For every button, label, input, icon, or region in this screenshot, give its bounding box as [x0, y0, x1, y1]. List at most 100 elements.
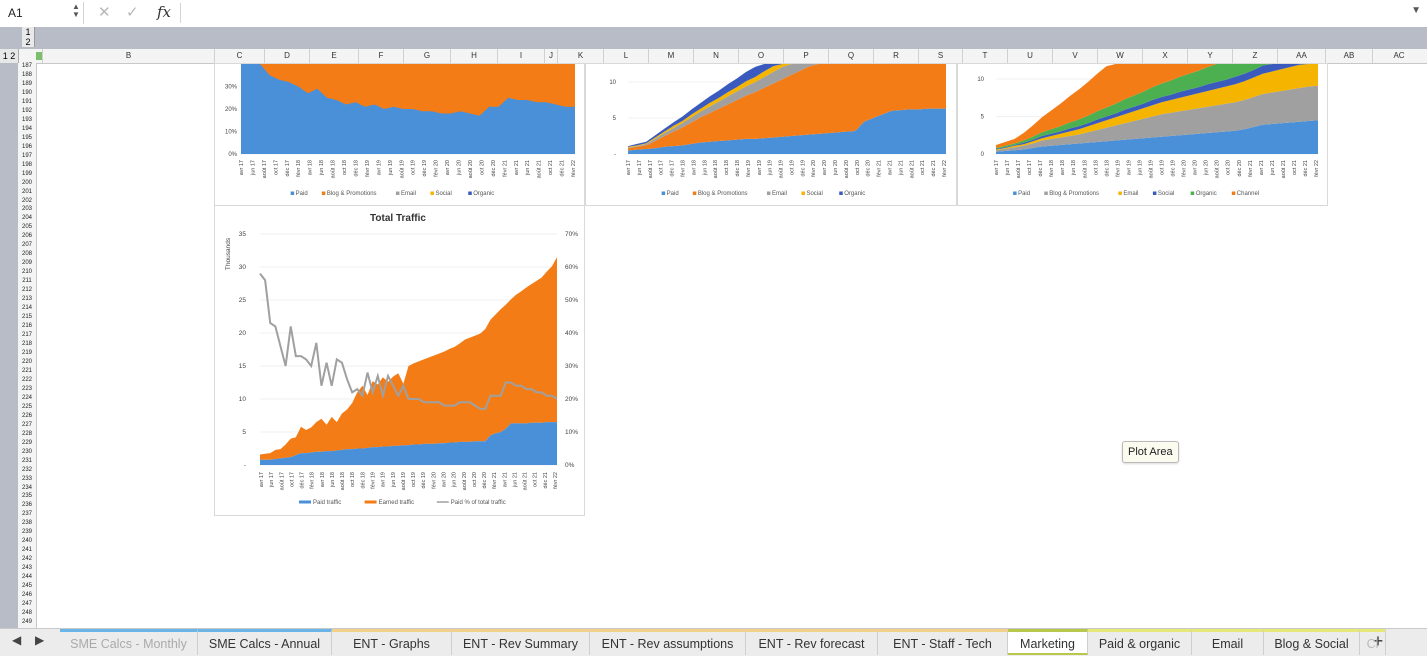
column-header-n[interactable]: N [693, 49, 738, 63]
column-header-j[interactable]: J [544, 49, 557, 63]
column-header-u[interactable]: U [1007, 49, 1052, 63]
row-header-209[interactable]: 209 [21, 260, 32, 267]
row-header-208[interactable]: 208 [21, 251, 32, 258]
check-icon[interactable]: ✓ [126, 4, 139, 21]
row-header-191[interactable]: 191 [21, 98, 32, 105]
sheet-tab-ent-rev-forecast[interactable]: ENT - Rev forecast [746, 629, 878, 655]
row-header-222[interactable]: 222 [21, 376, 32, 383]
column-header-d[interactable]: D [264, 49, 309, 63]
row-header-227[interactable]: 227 [21, 421, 32, 428]
row-header-188[interactable]: 188 [21, 71, 32, 78]
row-header-242[interactable]: 242 [21, 556, 32, 563]
column-header-ab[interactable]: AB [1325, 49, 1372, 63]
row-header-246[interactable]: 246 [21, 592, 32, 599]
row-header-228[interactable]: 228 [21, 430, 32, 437]
column-header-i[interactable]: I [497, 49, 544, 63]
sheet-tab-ent-rev-summary[interactable]: ENT - Rev Summary [452, 629, 590, 655]
outline-level-2[interactable]: 2 [25, 37, 31, 47]
chart-channel-share-svg[interactable]: 0% 10% 20% 30% avr 17 jun 17 août 17 oct 17 déc … [215, 30, 584, 205]
sheet-tab-ent-rev-assumptions[interactable]: ENT - Rev assumptions [590, 629, 746, 655]
chevron-down-icon[interactable]: ▼ [1411, 5, 1421, 16]
outline-level-buttons[interactable]: 1 2 [22, 27, 35, 47]
row-header-211[interactable]: 211 [22, 278, 32, 285]
previous-sheet-icon[interactable]: ◀ [12, 633, 22, 647]
column-header-b[interactable]: B [42, 49, 214, 63]
sheet-tab-sme-calcs-annual[interactable]: SME Calcs - Annual [198, 629, 332, 655]
chart-channel-mix[interactable]: 0 5 10 avr 17 jun 17 août 17 oct 17 déc 17 févr … [957, 63, 1328, 206]
row-header-243[interactable]: 243 [21, 565, 32, 572]
row-header-196[interactable]: 196 [21, 143, 32, 150]
row-header-224[interactable]: 224 [21, 394, 32, 401]
name-box-stepper-icon[interactable]: ▲ ▼ [72, 2, 80, 19]
row-header-240[interactable]: 240 [21, 538, 32, 545]
chart-channel-traffic[interactable]: - 5 10 avr 17 jun 17 août 17 oct 17 déc 17 févr … [585, 63, 957, 206]
sheet-tab-blog-social[interactable]: Blog & Social [1264, 629, 1360, 655]
column-header-l[interactable]: L [603, 49, 648, 63]
row-header-231[interactable]: 231 [21, 457, 32, 464]
column-header-x[interactable]: X [1142, 49, 1187, 63]
column-header-ac[interactable]: AC [1372, 49, 1425, 63]
sheet-tab-cl[interactable]: Cl [1360, 629, 1386, 655]
row-header-210[interactable]: 210 [21, 269, 32, 276]
row-header-235[interactable]: 235 [21, 493, 32, 500]
chart-total-traffic-svg[interactable]: Total Traffic Thousands - 5 10 15 20 25 30 35 0% 10… [215, 206, 584, 515]
row-header-193[interactable]: 193 [21, 116, 32, 123]
function-icon[interactable]: fx [157, 3, 172, 21]
row-header-187[interactable]: 187 [21, 63, 32, 69]
row-header-241[interactable]: 241 [21, 547, 32, 554]
row-header-214[interactable]: 214 [21, 305, 32, 312]
row-header-201[interactable]: 201 [21, 188, 32, 195]
row-header-247[interactable]: 247 [21, 601, 32, 608]
next-sheet-icon[interactable]: ▶ [35, 633, 45, 647]
row-header-233[interactable]: 233 [21, 475, 32, 482]
row-header-220[interactable]: 220 [21, 358, 32, 365]
row-header-223[interactable]: 223 [21, 385, 32, 392]
column-header-w[interactable]: W [1097, 49, 1142, 63]
row-outline-levels[interactable]: 1 2 [0, 49, 19, 63]
row-header-202[interactable]: 202 [21, 197, 32, 204]
sheet-tab-marketing[interactable]: Marketing [1008, 629, 1088, 655]
row-header-229[interactable]: 229 [21, 439, 32, 446]
formula-input[interactable] [186, 4, 1386, 22]
select-all-icon[interactable] [36, 52, 42, 60]
row-header-203[interactable]: 203 [21, 206, 32, 213]
row-header-238[interactable]: 238 [21, 520, 32, 527]
chart-total-traffic[interactable]: Total Traffic Thousands - 5 10 15 20 25 30 35 0% 10… [214, 205, 585, 516]
column-header-s[interactable]: S [918, 49, 962, 63]
row-header-245[interactable]: 245 [21, 583, 32, 590]
row-header-197[interactable]: 197 [21, 152, 32, 159]
column-header-e[interactable]: E [309, 49, 358, 63]
row-header-195[interactable]: 195 [21, 134, 32, 141]
row-header-215[interactable]: 215 [21, 314, 32, 321]
column-header-m[interactable]: M [648, 49, 693, 63]
column-header-aa[interactable]: AA [1277, 49, 1325, 63]
cancel-icon[interactable]: ✕ [98, 4, 111, 21]
row-header-204[interactable]: 204 [21, 215, 32, 222]
column-header-k[interactable]: K [557, 49, 603, 63]
row-header-198[interactable]: 198 [21, 161, 32, 168]
row-header-206[interactable]: 206 [21, 233, 32, 240]
row-header-225[interactable]: 225 [21, 403, 32, 410]
row-header-190[interactable]: 190 [21, 89, 32, 96]
row-header-216[interactable]: 216 [21, 323, 32, 330]
column-header-f[interactable]: F [358, 49, 403, 63]
sheet-tab-paid-organic[interactable]: Paid & organic [1088, 629, 1192, 655]
column-header-p[interactable]: P [783, 49, 828, 63]
row-header-230[interactable]: 230 [21, 448, 32, 455]
column-header-r[interactable]: R [873, 49, 918, 63]
row-header-189[interactable]: 189 [21, 80, 32, 87]
row-header-234[interactable]: 234 [21, 484, 32, 491]
column-header-v[interactable]: V [1052, 49, 1097, 63]
row-header-205[interactable]: 205 [21, 224, 32, 231]
sheet-tab-ent-staff-tech[interactable]: ENT - Staff - Tech [878, 629, 1008, 655]
add-sheet-button[interactable]: + [1372, 631, 1384, 651]
chart-channel-share[interactable]: 0% 10% 20% 30% avr 17 jun 17 août 17 oct 17 déc … [214, 30, 585, 206]
row-header-219[interactable]: 219 [21, 349, 32, 356]
name-box[interactable]: A1 [0, 2, 84, 24]
column-header-q[interactable]: Q [828, 49, 873, 63]
row-header-192[interactable]: 192 [21, 107, 32, 114]
row-header-249[interactable]: 249 [21, 619, 32, 626]
row-header-218[interactable]: 218 [21, 341, 32, 348]
row-header-248[interactable]: 248 [21, 610, 32, 617]
row-header-237[interactable]: 237 [21, 511, 32, 518]
